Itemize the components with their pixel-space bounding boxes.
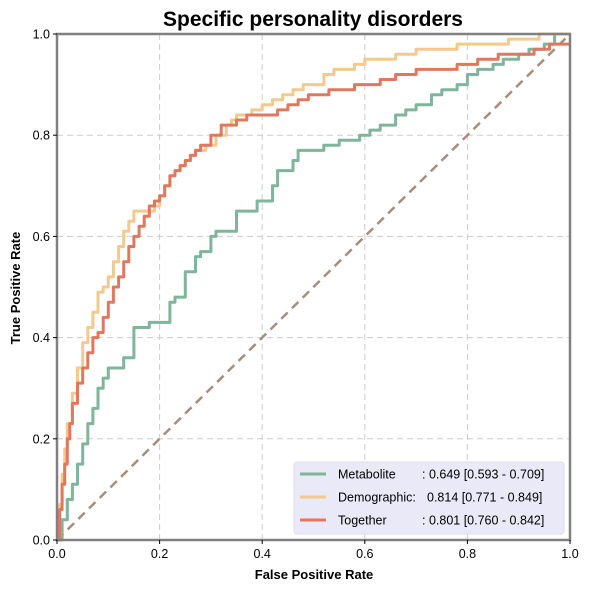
x-tick-label: 0.4 [254,547,271,561]
chart-title: Specific personality disorders [163,8,463,31]
roc-curve-together [57,42,570,542]
axis-ticks: 0.0 0.2 0.4 0.6 0.8 1.0 0.0 0.2 0.4 0.6 0.8 1.0 [33,28,579,562]
x-axis-label: False Positive Rate [255,567,374,582]
legend-label: Demographic: [338,491,416,505]
legend-label: Metabolite [338,468,396,482]
x-tick-label: 0.8 [459,547,476,561]
x-tick-label: 0.0 [48,547,65,561]
y-tick-label: 0.0 [33,534,50,548]
legend-label: Together [338,514,387,528]
roc-curves [57,32,570,542]
y-axis-label: True Positive Rate [8,232,23,345]
legend: Metabolite : 0.649 [0.593 - 0.709] Demogra… [293,461,565,535]
diagonal-line [56,33,571,541]
legend-auc: : 0.649 [0.593 - 0.709] [422,468,544,482]
x-tick-label: 0.2 [151,547,168,561]
plot-frame [55,32,572,542]
x-tick-label: 1.0 [561,547,578,561]
y-tick-label: 1.0 [33,28,50,42]
y-tick-label: 0.8 [33,129,50,143]
legend-box [293,461,565,535]
x-tick-label: 0.6 [356,547,373,561]
chance-diagonal [56,33,571,541]
y-tick-label: 0.4 [33,331,50,345]
legend-auc: 0.814 [0.771 - 0.849] [427,491,542,505]
y-tick-label: 0.2 [33,432,50,446]
grid-lines [57,34,570,540]
y-tick-label: 0.6 [33,230,50,244]
roc-curve-metabolite [57,32,570,542]
legend-auc: : 0.801 [0.760 - 0.842] [422,514,544,528]
